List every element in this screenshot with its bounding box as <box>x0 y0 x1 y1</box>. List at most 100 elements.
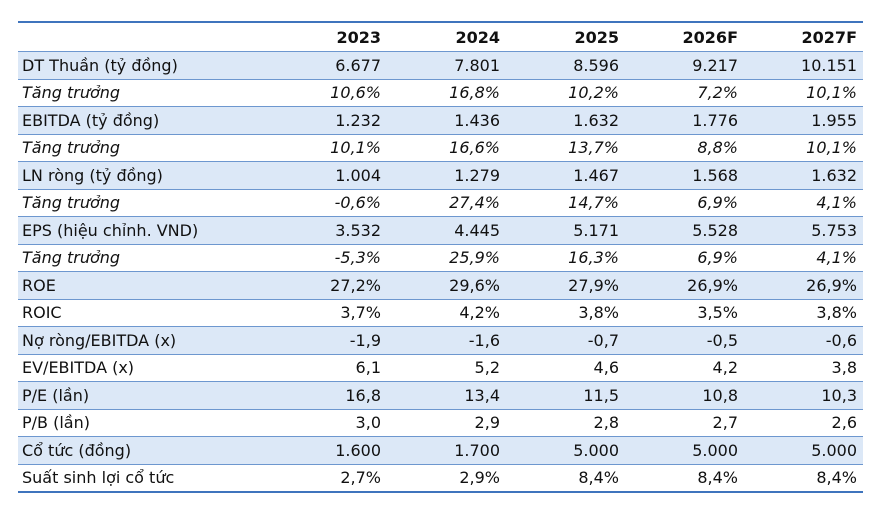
column-header: 2026F <box>625 21 744 52</box>
header-blank <box>18 21 268 52</box>
cell-value: 1.600 <box>268 436 387 465</box>
financial-table: 2023 2024 2025 2026F 2027F DT Thuần (tỷ đồng… <box>18 21 863 493</box>
cell-value: 3,8% <box>506 299 625 327</box>
cell-value: 4,6 <box>506 354 625 382</box>
cell-value: 5,2 <box>387 354 506 382</box>
row-label: Tăng trưởng <box>18 79 268 107</box>
table-row: Tăng trưởng -0,6% 27,4% 14,7% 6,9% 4,1% <box>18 189 863 217</box>
cell-value: 8,4% <box>744 464 863 493</box>
cell-value: 16,8% <box>387 79 506 107</box>
cell-value: 10,6% <box>268 79 387 107</box>
cell-value: 26,9% <box>625 271 744 300</box>
cell-value: 4.445 <box>387 216 506 245</box>
cell-value: 2,9 <box>387 409 506 437</box>
cell-value: 4,2% <box>387 299 506 327</box>
cell-value: 3,7% <box>268 299 387 327</box>
cell-value: 2,8 <box>506 409 625 437</box>
cell-value: 2,7% <box>268 464 387 493</box>
cell-value: 16,8 <box>268 381 387 410</box>
cell-value: 2,9% <box>387 464 506 493</box>
cell-value: -1,9 <box>268 326 387 355</box>
cell-value: 6,9% <box>625 189 744 217</box>
cell-value: 2,7 <box>625 409 744 437</box>
cell-value: 1.632 <box>506 106 625 135</box>
cell-value: 1.568 <box>625 161 744 190</box>
table-row: Tăng trưởng 10,6% 16,8% 10,2% 7,2% 10,1% <box>18 79 863 107</box>
cell-value: 5.528 <box>625 216 744 245</box>
row-label: EBITDA (tỷ đồng) <box>18 106 268 135</box>
cell-value: 10.151 <box>744 51 863 80</box>
cell-value: 10,8 <box>625 381 744 410</box>
cell-value: 7,2% <box>625 79 744 107</box>
cell-value: 5.171 <box>506 216 625 245</box>
cell-value: 3,0 <box>268 409 387 437</box>
cell-value: 5.753 <box>744 216 863 245</box>
cell-value: 8,8% <box>625 134 744 162</box>
cell-value: 3,5% <box>625 299 744 327</box>
cell-value: 6,1 <box>268 354 387 382</box>
cell-value: 2,6 <box>744 409 863 437</box>
cell-value: 1.467 <box>506 161 625 190</box>
table-row: ROIC 3,7% 4,2% 3,8% 3,5% 3,8% <box>18 299 863 327</box>
cell-value: 26,9% <box>744 271 863 300</box>
column-header: 2025 <box>506 21 625 52</box>
cell-value: 6.677 <box>268 51 387 80</box>
cell-value: 10,3 <box>744 381 863 410</box>
table-body: DT Thuần (tỷ đồng) 6.677 7.801 8.596 9.217 10… <box>18 51 863 493</box>
table-row: LN ròng (tỷ đồng) 1.004 1.279 1.467 1.568 1.6… <box>18 161 863 190</box>
header-row: 2023 2024 2025 2026F 2027F <box>18 21 863 52</box>
cell-value: -0,6% <box>268 189 387 217</box>
cell-value: 10,1% <box>268 134 387 162</box>
cell-value: 29,6% <box>387 271 506 300</box>
cell-value: 7.801 <box>387 51 506 80</box>
cell-value: 10,2% <box>506 79 625 107</box>
cell-value: -0,5 <box>625 326 744 355</box>
cell-value: 4,1% <box>744 189 863 217</box>
table-container: 2023 2024 2025 2026F 2027F DT Thuần (tỷ đồng… <box>18 21 863 493</box>
table-row: Nợ ròng/EBITDA (x) -1,9 -1,6 -0,7 -0,5 -0,6 <box>18 326 863 355</box>
cell-value: 5.000 <box>744 436 863 465</box>
cell-value: 25,9% <box>387 244 506 272</box>
row-label: P/B (lần) <box>18 409 268 437</box>
row-label: LN ròng (tỷ đồng) <box>18 161 268 190</box>
cell-value: -5,3% <box>268 244 387 272</box>
column-header: 2024 <box>387 21 506 52</box>
cell-value: 8,4% <box>625 464 744 493</box>
table-row: Cổ tức (đồng) 1.600 1.700 5.000 5.000 5.000 <box>18 436 863 465</box>
cell-value: 13,7% <box>506 134 625 162</box>
row-label: ROIC <box>18 299 268 327</box>
cell-value: 1.436 <box>387 106 506 135</box>
cell-value: 6,9% <box>625 244 744 272</box>
cell-value: 9.217 <box>625 51 744 80</box>
cell-value: 4,1% <box>744 244 863 272</box>
cell-value: 16,6% <box>387 134 506 162</box>
cell-value: 13,4 <box>387 381 506 410</box>
row-label: EV/EBITDA (x) <box>18 354 268 382</box>
table-row: Tăng trưởng -5,3% 25,9% 16,3% 6,9% 4,1% <box>18 244 863 272</box>
table-row: Tăng trưởng 10,1% 16,6% 13,7% 8,8% 10,1% <box>18 134 863 162</box>
cell-value: 1.700 <box>387 436 506 465</box>
row-label: Tăng trưởng <box>18 244 268 272</box>
cell-value: 5.000 <box>625 436 744 465</box>
row-label: Tăng trưởng <box>18 189 268 217</box>
row-label: EPS (hiệu chỉnh. VND) <box>18 216 268 245</box>
cell-value: 1.955 <box>744 106 863 135</box>
cell-value: 16,3% <box>506 244 625 272</box>
table-row: EPS (hiệu chỉnh. VND) 3.532 4.445 5.171 5.52… <box>18 216 863 245</box>
cell-value: 1.632 <box>744 161 863 190</box>
cell-value: 4,2 <box>625 354 744 382</box>
table-row: EBITDA (tỷ đồng) 1.232 1.436 1.632 1.776 1.95… <box>18 106 863 135</box>
cell-value: 1.776 <box>625 106 744 135</box>
cell-value: 8.596 <box>506 51 625 80</box>
cell-value: 3,8 <box>744 354 863 382</box>
row-label: Suất sinh lợi cổ tức <box>18 464 268 493</box>
cell-value: -0,7 <box>506 326 625 355</box>
table-row: P/E (lần) 16,8 13,4 11,5 10,8 10,3 <box>18 381 863 410</box>
column-header: 2027F <box>744 21 863 52</box>
cell-value: 27,2% <box>268 271 387 300</box>
cell-value: 1.279 <box>387 161 506 190</box>
row-label: ROE <box>18 271 268 300</box>
table-row: EV/EBITDA (x) 6,1 5,2 4,6 4,2 3,8 <box>18 354 863 382</box>
cell-value: 27,4% <box>387 189 506 217</box>
